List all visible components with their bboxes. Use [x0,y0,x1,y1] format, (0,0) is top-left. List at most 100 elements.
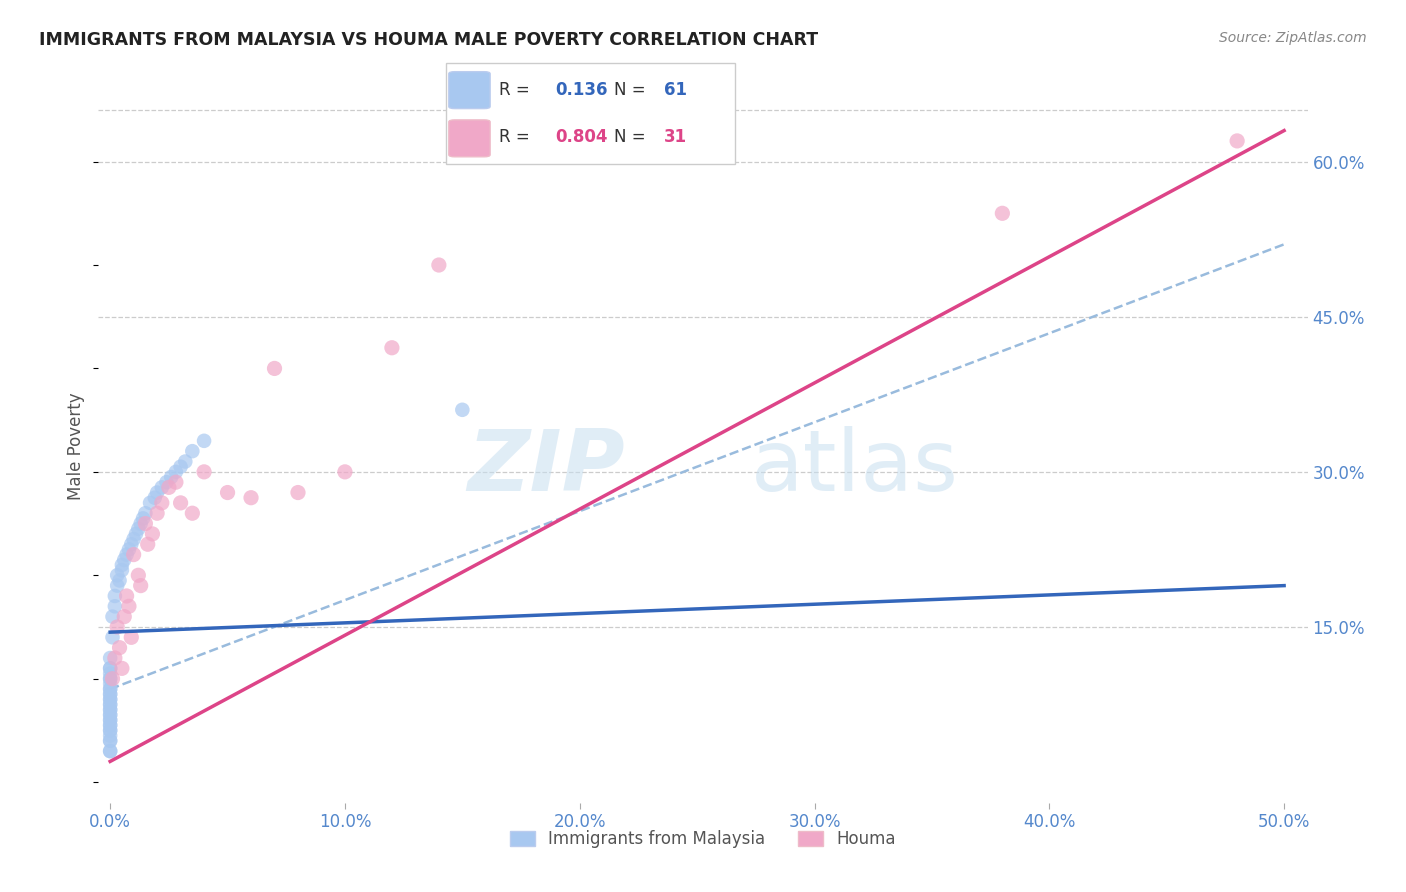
Point [104,599,127,614]
Point [98,698,121,712]
Point [150,496,173,510]
Text: atlas: atlas [751,425,959,509]
Point [108,574,131,588]
Point [98,703,121,717]
Point [287,485,309,500]
Point [98,687,121,701]
Point [98,703,121,717]
Point [134,516,156,531]
Point [115,589,138,603]
Point [105,579,128,593]
Point [98,661,121,675]
Point [381,341,404,355]
Point [150,480,173,494]
Point [146,506,169,520]
Point [132,511,155,525]
Point [333,465,356,479]
Point [118,599,141,614]
Point [193,465,215,479]
FancyBboxPatch shape [449,120,491,157]
Point [111,661,134,675]
Point [101,630,124,644]
Point [181,506,204,520]
Point [98,651,121,665]
Point [125,527,148,541]
Text: R =: R = [499,81,536,99]
Text: ZIP: ZIP [467,425,624,509]
Text: IMMIGRANTS FROM MALAYSIA VS HOUMA MALE POVERTY CORRELATION CHART: IMMIGRANTS FROM MALAYSIA VS HOUMA MALE P… [39,31,818,49]
Point [105,620,128,634]
Point [112,553,135,567]
Point [120,630,142,644]
Point [240,491,263,505]
Point [98,707,121,722]
Text: Source: ZipAtlas.com: Source: ZipAtlas.com [1219,31,1367,45]
Point [181,444,204,458]
Point [129,516,152,531]
Point [122,548,145,562]
Point [98,692,121,706]
FancyBboxPatch shape [446,63,735,164]
Point [105,568,128,582]
Text: 0.804: 0.804 [555,128,607,146]
Point [193,434,215,448]
Point [217,485,239,500]
Point [98,744,121,758]
Point [115,548,138,562]
Point [174,454,197,468]
Point [155,475,177,490]
Y-axis label: Male Poverty: Male Poverty [67,392,86,500]
Point [98,713,121,727]
Point [136,537,159,551]
Point [98,687,121,701]
Point [143,491,166,505]
Point [98,723,121,738]
Point [157,480,180,494]
Point [101,609,124,624]
Point [263,361,285,376]
Point [1226,134,1249,148]
FancyBboxPatch shape [449,71,491,109]
Point [104,651,127,665]
Point [991,206,1014,220]
Point [98,718,121,732]
Point [98,672,121,686]
Point [118,542,141,557]
Point [120,537,142,551]
Point [98,707,121,722]
Point [108,640,131,655]
Point [122,532,145,546]
Point [127,522,149,536]
Text: N =: N = [614,81,651,99]
Point [98,681,121,696]
Point [427,258,450,272]
Point [112,609,135,624]
Point [127,568,149,582]
Point [104,589,127,603]
Point [98,672,121,686]
Point [134,506,156,520]
Point [169,459,191,474]
Text: R =: R = [499,128,536,146]
Point [98,681,121,696]
Point [98,661,121,675]
Point [98,666,121,681]
Text: 31: 31 [665,128,688,146]
Point [141,527,163,541]
Point [451,402,474,417]
Text: N =: N = [614,128,651,146]
Point [98,723,121,738]
Point [98,729,121,743]
Point [160,470,183,484]
Point [98,677,121,691]
Point [111,558,134,572]
Point [98,733,121,747]
Point [101,672,124,686]
Point [98,713,121,727]
Point [98,733,121,747]
Point [165,475,187,490]
Text: 61: 61 [665,81,688,99]
Legend: Immigrants from Malaysia, Houma: Immigrants from Malaysia, Houma [503,824,903,855]
Point [98,692,121,706]
Point [129,579,152,593]
